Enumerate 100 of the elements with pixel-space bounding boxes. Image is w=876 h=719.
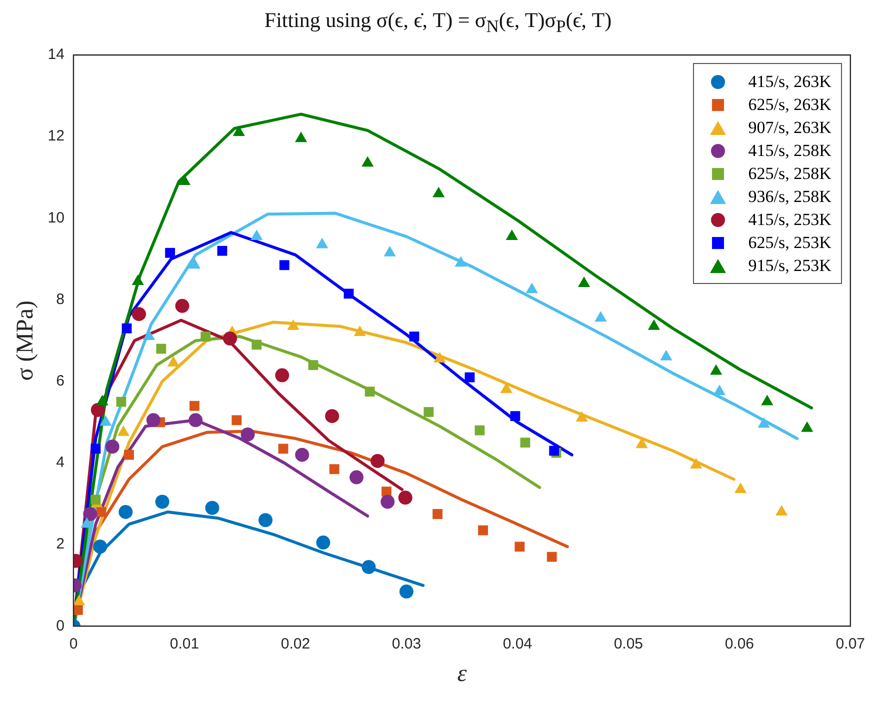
point	[232, 126, 245, 136]
point	[132, 274, 144, 286]
legend-label: 415/s, 253K	[748, 210, 832, 230]
point	[200, 332, 211, 342]
point	[122, 324, 132, 334]
point	[316, 238, 328, 248]
point	[165, 248, 175, 258]
y-tick-label: 14	[48, 46, 64, 64]
point	[362, 560, 376, 574]
point	[660, 350, 672, 361]
point	[370, 454, 385, 468]
point	[96, 394, 108, 406]
x-tick-label: 0.02	[280, 636, 310, 653]
point	[132, 307, 146, 322]
point	[454, 256, 467, 267]
y-tick-label: 2	[56, 536, 64, 553]
point	[399, 584, 414, 599]
point	[478, 526, 488, 536]
point	[124, 450, 134, 460]
point	[308, 360, 318, 370]
point	[205, 501, 220, 516]
point	[514, 542, 525, 552]
y-tick-label: 8	[56, 291, 64, 308]
point	[398, 490, 412, 505]
point	[222, 332, 237, 346]
point	[190, 401, 200, 412]
point	[424, 407, 434, 418]
point	[329, 464, 340, 474]
point	[275, 368, 290, 382]
x-tick-label: 0.05	[614, 636, 644, 653]
point	[295, 448, 310, 462]
point	[432, 509, 442, 520]
point	[325, 409, 340, 424]
legend-label: 907/s, 263K	[748, 118, 832, 138]
point	[90, 403, 105, 418]
point	[232, 415, 242, 426]
point	[710, 364, 722, 375]
point	[278, 444, 288, 454]
point	[354, 326, 366, 336]
x-tick-label: 0.07	[836, 636, 866, 653]
point	[384, 246, 396, 257]
point	[362, 156, 374, 167]
point	[464, 372, 475, 382]
point	[252, 340, 262, 350]
point	[279, 260, 290, 270]
point	[175, 299, 190, 314]
point	[117, 426, 130, 436]
point	[713, 384, 726, 396]
legend-label: 415/s, 258K	[748, 140, 832, 161]
legend-label: 415/s, 263K	[748, 72, 832, 92]
point	[100, 415, 112, 426]
point	[167, 356, 180, 367]
point	[258, 513, 272, 528]
point	[761, 394, 774, 406]
point	[93, 540, 108, 554]
point	[155, 494, 170, 509]
point	[520, 438, 530, 448]
legend-label: 625/s, 258K	[748, 164, 832, 184]
point	[156, 344, 166, 354]
point	[90, 494, 101, 505]
y-tick-label: 4	[56, 454, 64, 472]
point	[287, 320, 300, 330]
point	[83, 507, 98, 522]
point	[188, 413, 203, 428]
point	[734, 482, 747, 494]
point	[188, 258, 201, 269]
point	[73, 605, 83, 616]
chart-title: Fitting using σ(ϵ, ϵ̇, T) = σ$_{N}$(ϵ, T)σ$_{P}$(ϵ̇, T)	[263, 8, 613, 38]
y-tick-label: 10	[48, 210, 64, 227]
point	[105, 440, 120, 454]
point	[250, 230, 263, 240]
point	[350, 470, 364, 484]
point	[364, 386, 375, 397]
point	[648, 320, 660, 330]
point	[526, 282, 538, 294]
point	[116, 397, 126, 407]
point	[146, 413, 160, 428]
point	[758, 417, 770, 428]
point	[240, 428, 255, 442]
point	[506, 230, 518, 240]
x-tick-label: 0.01	[170, 636, 200, 653]
point	[142, 330, 156, 340]
point	[434, 352, 446, 363]
point	[96, 507, 106, 518]
point	[344, 288, 354, 299]
y-tick-label: 12	[48, 128, 64, 145]
point	[801, 422, 814, 432]
point	[380, 494, 395, 509]
point	[474, 426, 485, 436]
legend-label: 625/s, 253K	[748, 232, 832, 253]
point	[316, 536, 330, 550]
legend-label: 625/s, 263K	[748, 94, 832, 115]
point	[294, 132, 308, 142]
point	[432, 186, 445, 198]
y-tick-label: 0	[56, 618, 64, 635]
point	[594, 311, 607, 322]
y-tick-label: 6	[56, 372, 64, 390]
legend-label: 936/s, 258K	[748, 186, 832, 207]
point	[776, 505, 788, 516]
point	[546, 552, 557, 562]
